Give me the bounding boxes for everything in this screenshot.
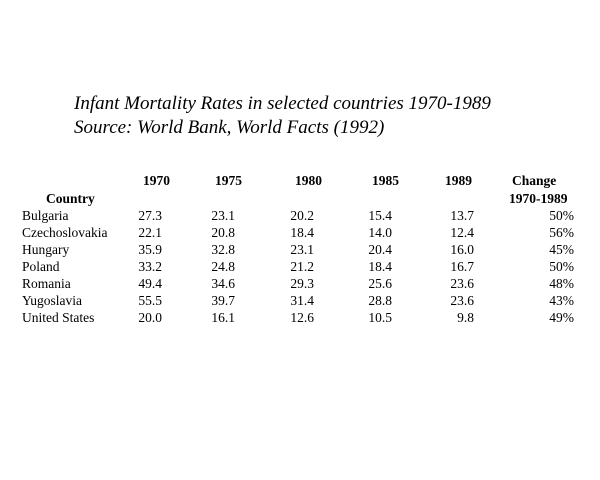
table-row: Czechoslovakia 22.1 20.8 18.4 14.0 12.4 56% — [22, 225, 582, 242]
title-source-line: Source: World Bank, World Facts (1992) — [74, 117, 385, 138]
country-cell: Yugoslavia — [22, 293, 82, 308]
change-cell: 49% — [549, 310, 574, 325]
country-cell: Poland — [22, 259, 60, 274]
rate-cell-1970: 33.2 — [138, 259, 162, 274]
table-row: Bulgaria 27.3 23.1 20.2 15.4 13.7 50% — [22, 208, 582, 225]
rate-cell-1985: 28.8 — [368, 293, 392, 308]
rate-cell-1975: 24.8 — [211, 259, 235, 274]
rate-cell-1970: 35.9 — [138, 242, 162, 257]
document-title: Infant Mortality Rates in selected count… — [74, 92, 491, 140]
rate-cell-1980: 29.3 — [290, 276, 314, 291]
table-row: Romania 49.4 34.6 29.3 25.6 23.6 48% — [22, 276, 582, 293]
country-cell: Bulgaria — [22, 208, 69, 223]
rate-cell-1975: 39.7 — [211, 293, 235, 308]
header-1989: 1989 — [445, 173, 472, 188]
change-cell: 56% — [549, 225, 574, 240]
rate-cell-1985: 20.4 — [368, 242, 392, 257]
change-cell: 43% — [549, 293, 574, 308]
rate-cell-1975: 32.8 — [211, 242, 235, 257]
header-country: Country — [46, 191, 95, 206]
country-cell: Romania — [22, 276, 71, 291]
rate-cell-1975: 34.6 — [211, 276, 235, 291]
rate-cell-1989: 16.0 — [450, 242, 474, 257]
rate-cell-1970: 20.0 — [138, 310, 162, 325]
rate-cell-1985: 14.0 — [368, 225, 392, 240]
rate-cell-1980: 23.1 — [290, 242, 314, 257]
rate-cell-1980: 21.2 — [290, 259, 314, 274]
change-cell: 48% — [549, 276, 574, 291]
rate-cell-1980: 20.2 — [290, 208, 314, 223]
rate-cell-1975: 16.1 — [211, 310, 235, 325]
header-1980: 1980 — [295, 173, 322, 188]
rate-cell-1989: 9.8 — [457, 310, 474, 325]
rate-cell-1970: 49.4 — [138, 276, 162, 291]
table-row: Yugoslavia 55.5 39.7 31.4 28.8 23.6 43% — [22, 293, 582, 310]
title-line-1: Infant Mortality Rates in selected count… — [74, 93, 491, 114]
rate-cell-1989: 16.7 — [450, 259, 474, 274]
country-cell: Czechoslovakia — [22, 225, 108, 240]
rate-cell-1985: 18.4 — [368, 259, 392, 274]
rate-cell-1975: 20.8 — [211, 225, 235, 240]
table-row: Hungary 35.9 32.8 23.1 20.4 16.0 45% — [22, 242, 582, 259]
table-row: United States 20.0 16.1 12.6 10.5 9.8 49% — [22, 310, 582, 327]
change-cell: 50% — [549, 259, 574, 274]
rate-cell-1985: 25.6 — [368, 276, 392, 291]
header-change: Change — [512, 173, 557, 188]
rate-cell-1970: 55.5 — [138, 293, 162, 308]
rate-cell-1985: 10.5 — [368, 310, 392, 325]
rate-cell-1975: 23.1 — [211, 208, 235, 223]
table-row: Poland 33.2 24.8 21.2 18.4 16.7 50% — [22, 259, 582, 276]
rate-cell-1989: 23.6 — [450, 293, 474, 308]
rate-cell-1980: 18.4 — [290, 225, 314, 240]
header-change-period: 1970-1989 — [509, 191, 568, 206]
change-cell: 50% — [549, 208, 574, 223]
change-cell: 45% — [549, 242, 574, 257]
header-1975: 1975 — [215, 173, 242, 188]
rate-cell-1980: 12.6 — [290, 310, 314, 325]
country-cell: Hungary — [22, 242, 70, 257]
header-1970: 1970 — [143, 173, 170, 188]
rate-cell-1989: 12.4 — [450, 225, 474, 240]
country-cell: United States — [22, 310, 95, 325]
rate-cell-1989: 23.6 — [450, 276, 474, 291]
rate-cell-1980: 31.4 — [290, 293, 314, 308]
rate-cell-1970: 27.3 — [138, 208, 162, 223]
rate-cell-1985: 15.4 — [368, 208, 392, 223]
rate-cell-1970: 22.1 — [138, 225, 162, 240]
rate-cell-1989: 13.7 — [450, 208, 474, 223]
header-1985: 1985 — [372, 173, 399, 188]
